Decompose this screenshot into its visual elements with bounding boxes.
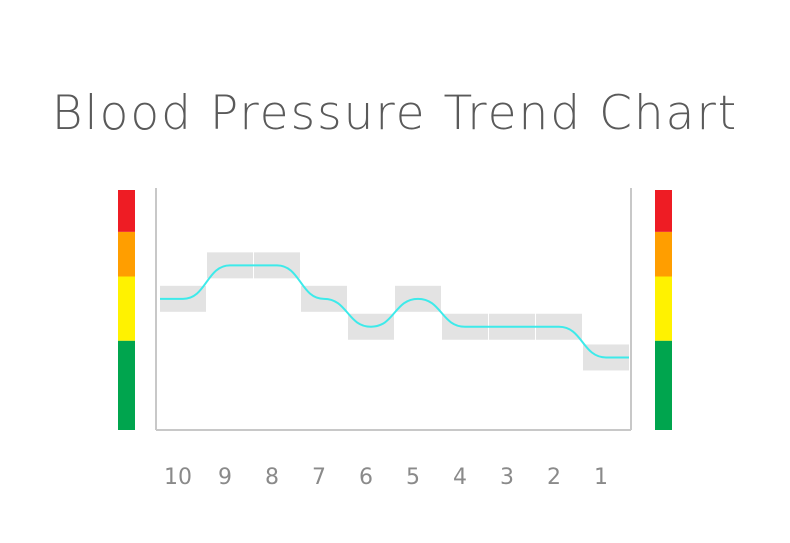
right-scale-segment-4 [655,190,672,232]
x-tick-label-9: 9 [218,465,232,490]
x-tick-label-7: 7 [312,465,326,490]
x-tick-label-1: 1 [594,465,608,490]
left-color-scale [118,190,135,430]
left-scale-segment-1 [118,340,135,430]
trend-line-series [160,264,629,359]
right-color-scale [655,190,672,430]
x-tick-label-2: 2 [547,465,561,490]
x-tick-label-3: 3 [500,465,514,490]
x-tick-label-4: 4 [453,465,467,490]
left-scale-segment-3 [118,231,135,277]
x-tick-label-8: 8 [265,465,279,490]
x-tick-labels: 10 9 8 7 6 5 4 3 2 1 [164,465,608,490]
x-tick-label-10: 10 [164,465,192,490]
x-tick-label-6: 6 [359,465,373,490]
right-scale-segment-3 [655,231,672,277]
left-scale-segment-2 [118,276,135,341]
right-scale-segment-1 [655,340,672,430]
chart-title: Blood Pressure Trend Chart [51,86,739,141]
left-scale-segment-4 [118,190,135,232]
x-tick-label-5: 5 [406,465,420,490]
right-scale-segment-2 [655,276,672,341]
